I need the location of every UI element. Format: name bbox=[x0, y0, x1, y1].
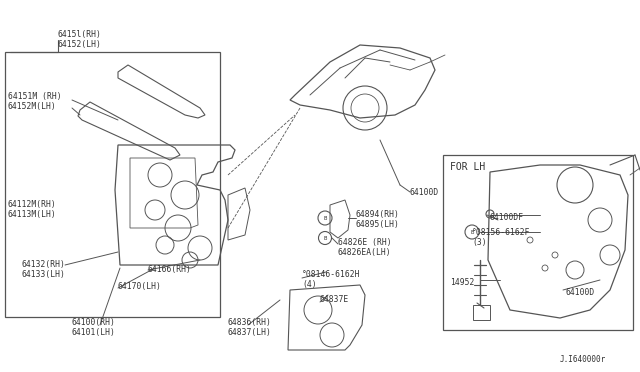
Text: B: B bbox=[470, 230, 474, 234]
Text: 64166(RH): 64166(RH) bbox=[148, 265, 192, 274]
Text: 64100(RH)
64101(LH): 64100(RH) 64101(LH) bbox=[72, 318, 116, 337]
Text: 64837E: 64837E bbox=[320, 295, 349, 304]
Text: 64894(RH)
64895(LH): 64894(RH) 64895(LH) bbox=[356, 210, 400, 230]
Text: 64100DF: 64100DF bbox=[490, 213, 524, 222]
Text: 64170(LH): 64170(LH) bbox=[118, 282, 162, 291]
Text: 64100D: 64100D bbox=[565, 288, 595, 297]
Text: 64151M (RH)
64152M(LH): 64151M (RH) 64152M(LH) bbox=[8, 92, 61, 111]
Text: 64112M(RH)
64113M(LH): 64112M(RH) 64113M(LH) bbox=[8, 200, 57, 219]
Bar bbox=[5, 52, 220, 317]
Text: 64132(RH)
64133(LH): 64132(RH) 64133(LH) bbox=[22, 260, 66, 279]
Text: 14952: 14952 bbox=[450, 278, 474, 287]
Text: 64100D: 64100D bbox=[410, 188, 439, 197]
Text: FOR LH: FOR LH bbox=[450, 162, 485, 172]
Text: B: B bbox=[323, 215, 326, 221]
Bar bbox=[443, 155, 633, 330]
Text: 64836(RH)
64837(LH): 64836(RH) 64837(LH) bbox=[228, 318, 272, 337]
Text: B: B bbox=[323, 235, 326, 241]
Text: 6415l(RH)
64152(LH): 6415l(RH) 64152(LH) bbox=[58, 30, 102, 49]
Text: °08156-6162F
(3): °08156-6162F (3) bbox=[472, 228, 531, 247]
Text: 64826E (RH)
64826EA(LH): 64826E (RH) 64826EA(LH) bbox=[338, 238, 392, 257]
Text: J.I640000r: J.I640000r bbox=[560, 355, 606, 364]
Text: °08146-6162H
(4): °08146-6162H (4) bbox=[302, 270, 360, 289]
